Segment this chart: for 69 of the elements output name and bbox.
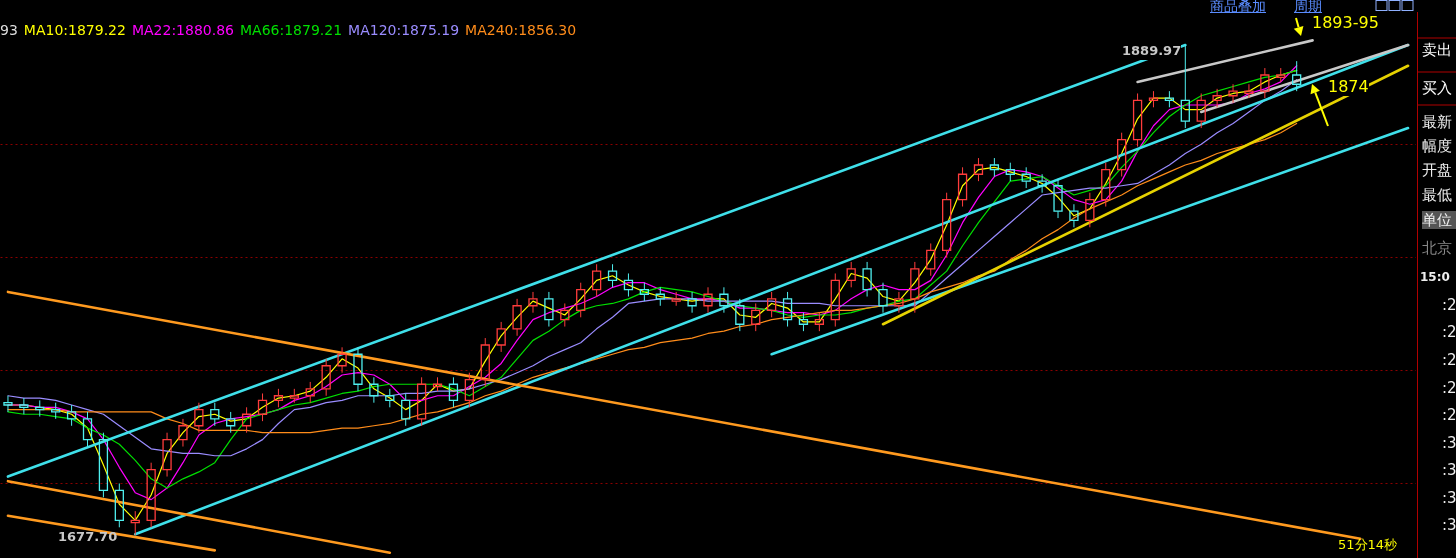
candlestick (926, 242, 936, 277)
text: MA66:1879.21 (240, 22, 343, 38)
candlestick (3, 395, 13, 413)
text: 卖出 (1422, 41, 1452, 59)
annotation: 周期 (1294, 0, 1322, 15)
text: 北京 (1422, 239, 1452, 257)
text: 最新 (1422, 113, 1452, 131)
text: :3 (1442, 434, 1456, 452)
candlestick (130, 510, 140, 536)
text: :2 (1442, 406, 1456, 424)
text: 开盘 (1422, 161, 1452, 179)
candlestick (1053, 178, 1063, 219)
candlestick (528, 291, 538, 314)
text: MA120:1875.19 (348, 22, 460, 38)
text: :3 (1442, 461, 1456, 479)
candlestick (957, 166, 968, 208)
text: MA240:1856.30 (465, 22, 577, 38)
candlestick (1244, 83, 1254, 99)
text: :2 (1442, 351, 1456, 369)
annotation: 1889.97 (1122, 42, 1182, 60)
candlestick (1260, 67, 1270, 99)
text: 最低 (1422, 186, 1452, 204)
candlestick (830, 272, 840, 328)
candlestick (416, 376, 427, 427)
text: 单位 (1422, 211, 1456, 229)
text: 买入 (1422, 79, 1452, 97)
candlestick (512, 298, 522, 337)
candlestick (1228, 83, 1238, 104)
text: :3 (1442, 516, 1456, 534)
candlestick (146, 462, 156, 528)
annotation: 1874 (1328, 77, 1369, 96)
annotation: 51分14秒 (1338, 536, 1398, 554)
candlestick (591, 263, 602, 298)
candlestick (655, 286, 665, 307)
candlestick (544, 291, 554, 328)
annotation: 商品叠加 (1210, 0, 1266, 15)
candlestick (1212, 88, 1222, 108)
candlestick (623, 272, 634, 298)
candlestick (19, 397, 29, 415)
candlestick (401, 392, 411, 427)
candlestick (194, 402, 204, 434)
candlestick (894, 291, 904, 314)
annotation: 1677.70 (58, 528, 118, 546)
candlestick (703, 286, 713, 314)
candlestick (719, 286, 729, 314)
candlestick (1069, 203, 1079, 228)
candlestick (878, 282, 888, 314)
text: :3 (1442, 489, 1456, 507)
text: 15:0 (1420, 269, 1450, 286)
text: :2 (1442, 296, 1456, 314)
candlestick (369, 376, 379, 404)
candlestick (178, 418, 188, 448)
candlestick (337, 346, 347, 374)
candlestick (560, 302, 570, 328)
candlestick (162, 432, 172, 478)
candlestick (353, 346, 363, 392)
text: :2 (1442, 379, 1456, 397)
candlestick (35, 399, 45, 418)
annotation: 1893-95 (1312, 13, 1379, 32)
candlestick (862, 261, 872, 298)
candlestick (1037, 173, 1047, 194)
text: 幅度 (1422, 137, 1452, 155)
text: :2 (1442, 323, 1456, 341)
text: MA10:1879.22 (23, 22, 126, 38)
annotation: 93 (0, 22, 18, 38)
candlestick (1132, 92, 1143, 148)
candlestick (241, 406, 252, 434)
candlestick (687, 291, 697, 314)
text: MA22:1880.86 (131, 22, 235, 38)
